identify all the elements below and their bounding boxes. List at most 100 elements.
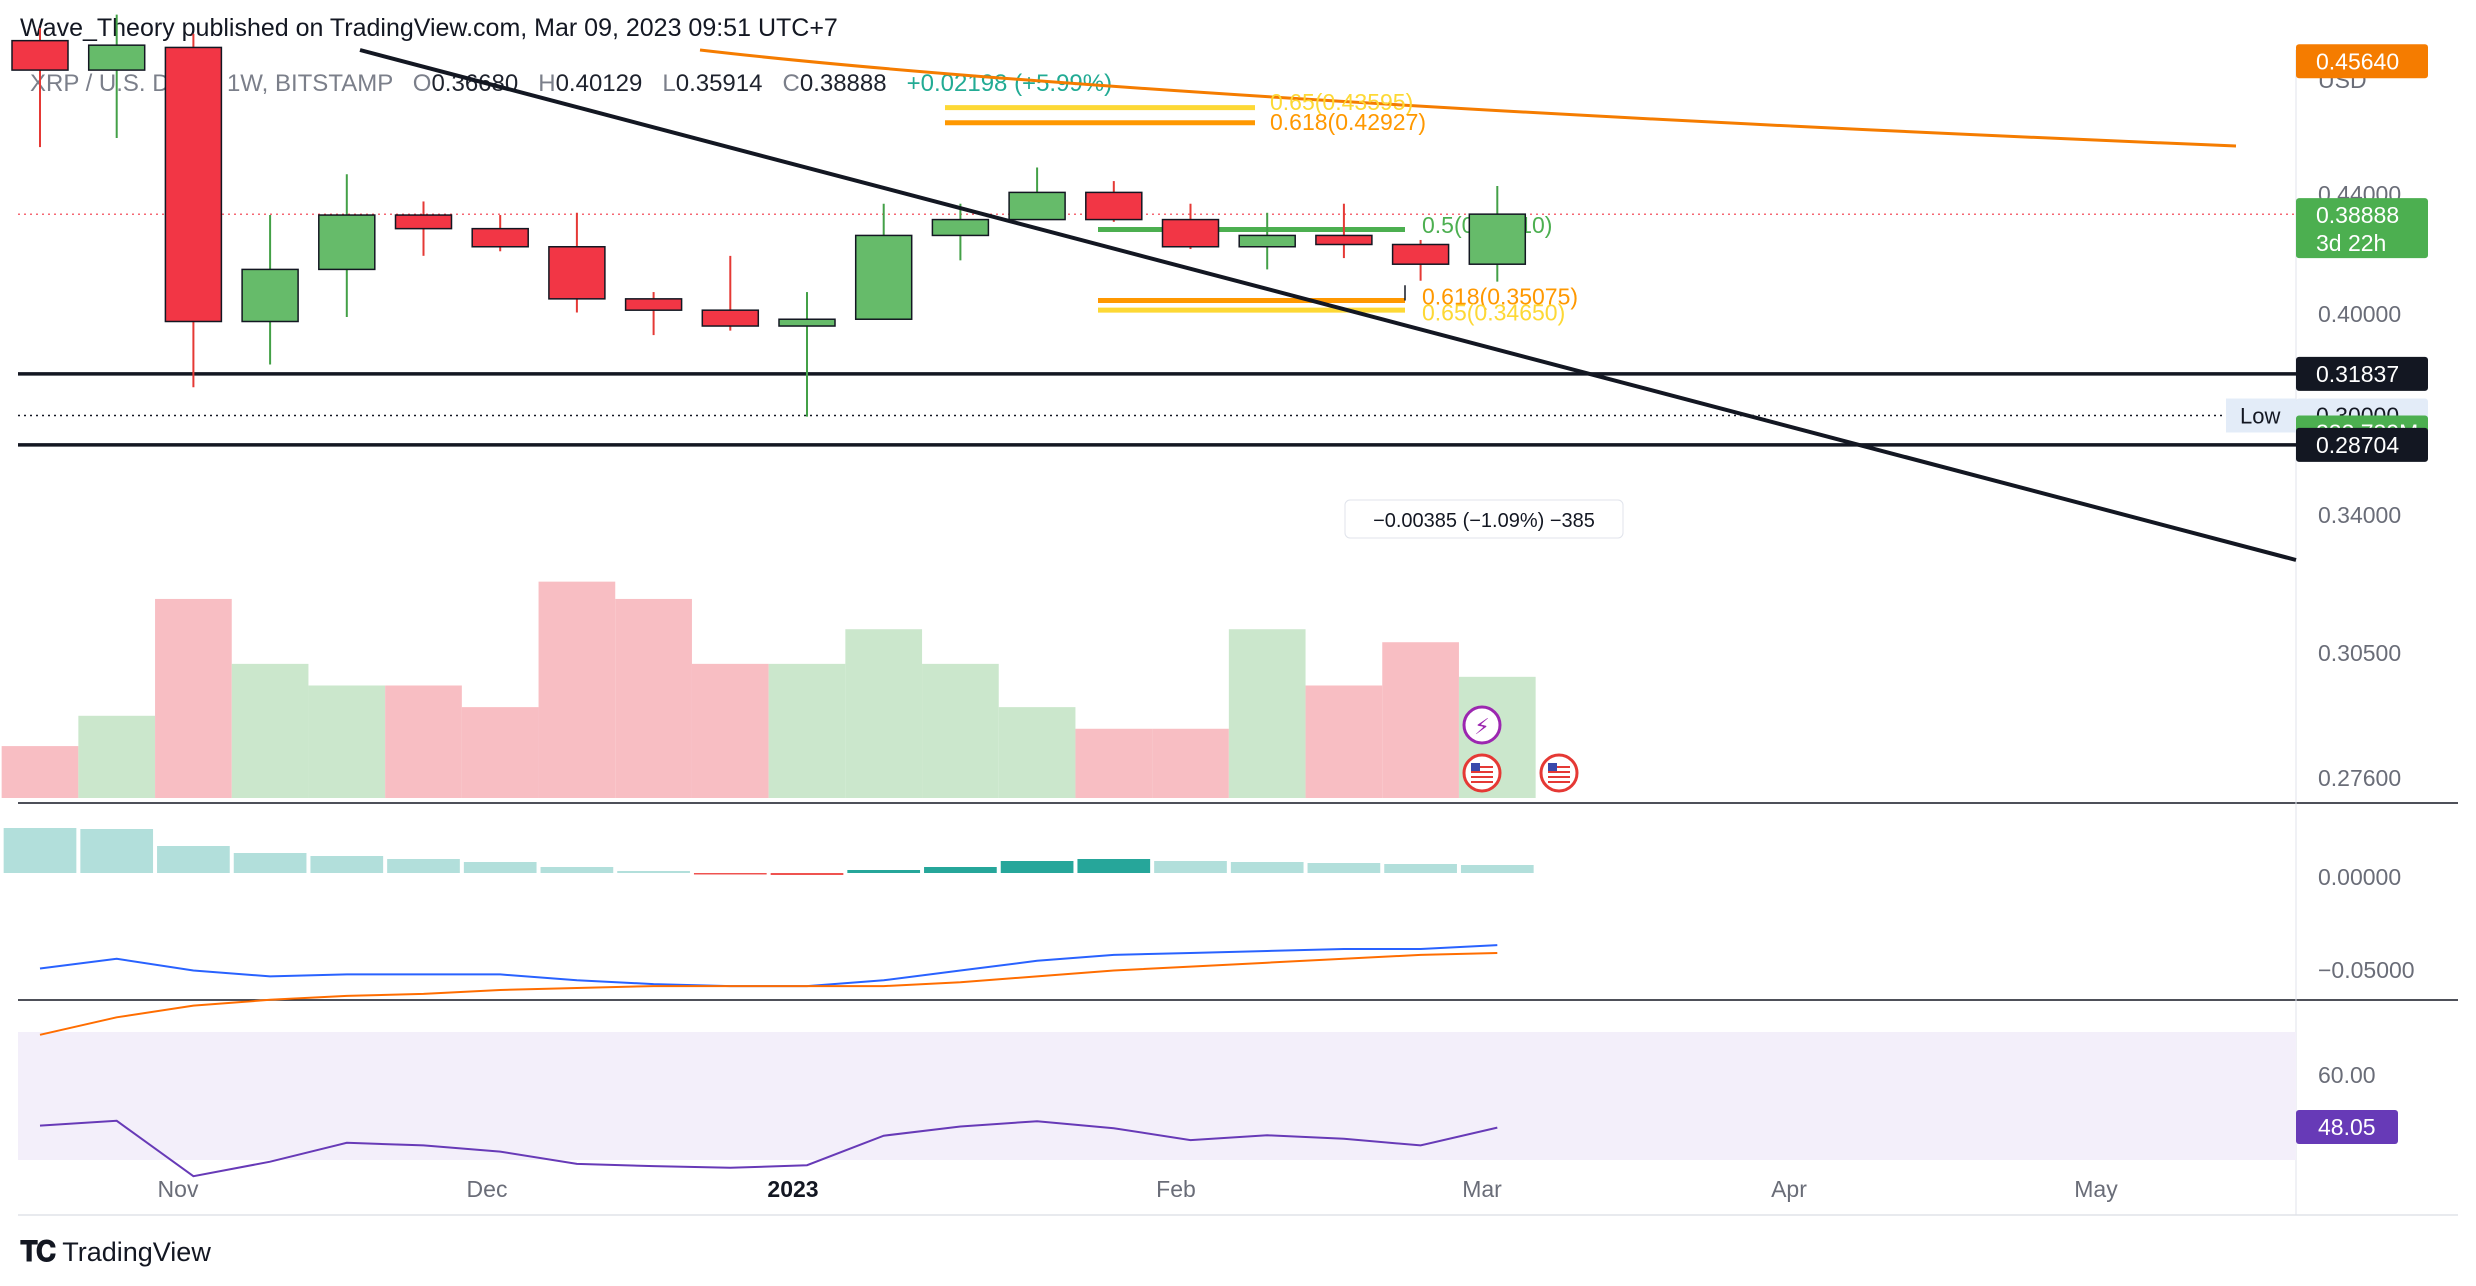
price-tag-box[interactable] (2296, 44, 2428, 79)
price-tag-box[interactable] (2296, 198, 2428, 259)
low-prefix-box (2226, 398, 2296, 433)
flag-canton (1548, 763, 1557, 771)
moving-average-line[interactable] (699, 48, 2237, 148)
volume-bar (538, 581, 616, 798)
candle-body[interactable] (1085, 191, 1143, 221)
volume-bar (768, 663, 846, 798)
volume-bar (922, 663, 999, 798)
event-markers: ⚡ (1462, 705, 1579, 793)
macd-histogram-bar (1460, 865, 1534, 873)
horizontal-levels (18, 213, 2296, 447)
price-tag-text: 0.28704 (2316, 432, 2399, 458)
macd-signal-line[interactable] (39, 952, 1498, 1036)
volume-bar (231, 663, 309, 798)
macd-histogram-bar (847, 870, 921, 873)
macd-histogram-bar (310, 856, 384, 873)
rsi-line[interactable] (39, 1119, 1498, 1178)
candle-body[interactable] (548, 246, 606, 300)
price-tag-box[interactable] (2296, 427, 2428, 462)
fib-level-label: 0.618(0.35075) (1422, 284, 1578, 310)
macd-histogram-bar (233, 853, 307, 873)
legend-high-label: H (538, 70, 556, 97)
time-axis: Nov Dec 2023 Feb Mar Apr May (158, 1176, 2119, 1202)
macd-histogram-bar (80, 829, 154, 873)
candle-body[interactable] (471, 227, 529, 248)
candle-body[interactable] (164, 46, 223, 323)
time-tick-label: 2023 (767, 1176, 818, 1202)
fib-level-label: 0.65(0.43595) (1270, 89, 1413, 115)
time-tick-label: Dec (467, 1176, 508, 1202)
volume-bar (461, 707, 539, 798)
tradingview-logo-icon: 𝐓𝐂 (20, 1236, 56, 1267)
price-tag-text: 0.38888 (2316, 202, 2399, 228)
price-tag-box[interactable] (2296, 356, 2428, 391)
time-tick-label: Nov (158, 1176, 199, 1202)
price-tag-text: 0.45640 (2316, 48, 2399, 74)
measure-label-box[interactable] (1344, 499, 1624, 539)
macd-histogram-bar (463, 862, 537, 873)
candle-body[interactable] (1008, 191, 1066, 221)
legend-close-label: C (782, 70, 800, 97)
legend-high: 0.40129 (555, 70, 643, 97)
macd-histogram-bar (387, 859, 460, 873)
macd-histogram-bar (1000, 861, 1074, 873)
macd-histogram-bar (540, 867, 614, 873)
price-tag-countdown: 3d 22h (2316, 230, 2386, 256)
candle-body[interactable] (1468, 213, 1527, 265)
candle-body[interactable] (624, 298, 683, 311)
rsi-tick-label: 60.00 (2318, 1062, 2376, 1088)
candle-body[interactable] (11, 39, 69, 71)
publisher-header: Wave_Theory published on TradingView.com… (20, 14, 838, 42)
candle-body[interactable] (87, 44, 146, 71)
flag-canton (1471, 763, 1480, 771)
volume-bar (1382, 642, 1459, 798)
price-tick-label: 0.40000 (2318, 301, 2401, 327)
volume-bar (1305, 685, 1383, 798)
volume-bar (308, 685, 386, 798)
candle-body[interactable] (701, 309, 760, 327)
price-tick-label: 0.34000 (2318, 502, 2401, 528)
volume-bar (155, 598, 232, 798)
fib-level-label: 0.65(0.34650) (1422, 299, 1565, 325)
rsi-value-text: 48.05 (2318, 1114, 2376, 1140)
macd-histogram-bar (1307, 863, 1381, 873)
candle-body[interactable] (394, 214, 453, 230)
candle-body[interactable] (778, 318, 836, 327)
fib-level-label: 0.618(0.42927) (1270, 109, 1426, 135)
candle-body[interactable] (241, 268, 299, 323)
candle-body[interactable] (1391, 243, 1450, 265)
macd-histogram-bar (3, 828, 77, 873)
footer-brand[interactable]: 𝐓𝐂 TradingView (20, 1236, 211, 1269)
volume-bar (385, 685, 462, 798)
rsi-value-tag[interactable] (2296, 1110, 2398, 1144)
measure-label-text: −0.00385 (−1.09%) −385 (1373, 510, 1595, 532)
macd-tick-label: −0.05000 (2318, 957, 2415, 983)
legend-low: 0.35914 (675, 70, 763, 97)
candle-body[interactable] (854, 234, 913, 320)
candle-body[interactable] (1161, 218, 1220, 248)
legend-low-label: L (662, 70, 676, 97)
macd-histogram-bar (1154, 861, 1227, 873)
macd-line[interactable] (39, 944, 1498, 988)
low-prefix-text: Low (2240, 404, 2280, 429)
descending-trendline[interactable] (359, 48, 2297, 562)
candle-body[interactable] (1315, 234, 1373, 246)
volume-bar (78, 715, 156, 798)
lightning-event-icon[interactable] (1462, 705, 1502, 745)
time-tick-label: May (2074, 1176, 2118, 1202)
legend-open-label: O (412, 70, 432, 97)
price-tick-label: 0.30500 (2318, 640, 2401, 666)
macd-histogram-bar (1077, 859, 1151, 873)
macd-histogram-bar (1230, 862, 1304, 873)
macd-histogram-bar (157, 846, 230, 873)
candle-body[interactable] (1238, 234, 1296, 248)
candle-body[interactable] (318, 214, 376, 271)
macd-tick-label: 0.00000 (2318, 864, 2401, 890)
footer-brand-label: TradingView (62, 1237, 211, 1267)
rsi-pane (39, 1119, 1498, 1178)
volume-bar (1152, 728, 1229, 798)
time-tick-label: Feb (1156, 1176, 1196, 1202)
candle-body[interactable] (931, 218, 990, 237)
